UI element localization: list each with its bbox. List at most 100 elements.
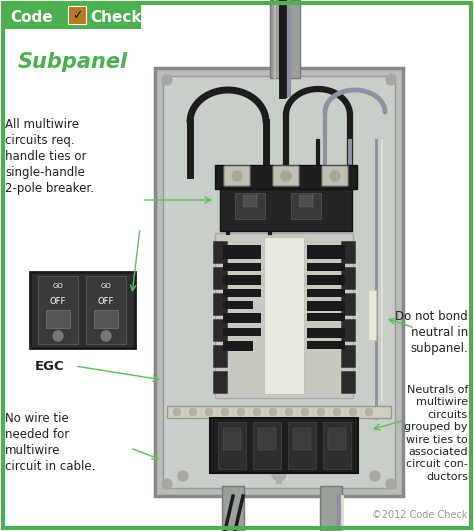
Bar	[213, 345, 227, 367]
Bar	[270, 0, 300, 78]
Bar	[213, 293, 227, 315]
Circle shape	[281, 171, 291, 181]
Circle shape	[237, 408, 245, 415]
FancyBboxPatch shape	[273, 166, 299, 186]
Bar	[223, 245, 261, 259]
Bar	[210, 418, 358, 473]
Bar	[341, 293, 355, 315]
Bar	[46, 310, 70, 328]
Bar	[213, 371, 227, 393]
Circle shape	[386, 479, 396, 489]
Circle shape	[285, 408, 292, 415]
FancyBboxPatch shape	[224, 166, 250, 186]
Bar	[223, 275, 243, 285]
Circle shape	[349, 408, 356, 415]
Bar	[223, 301, 253, 309]
Text: Neutrals of
multiwire
circuits
grouped by
wire ties to
associated
circuit con-
d: Neutrals of multiwire circuits grouped b…	[404, 385, 468, 482]
Text: Check: Check	[90, 11, 142, 25]
Bar	[94, 310, 118, 328]
FancyBboxPatch shape	[322, 166, 348, 186]
Bar	[307, 313, 345, 321]
Bar	[3, 3, 141, 29]
Bar	[167, 406, 391, 418]
Text: ©2012 Code Check: ©2012 Code Check	[373, 510, 468, 520]
Text: OFF: OFF	[50, 297, 66, 306]
Circle shape	[178, 471, 188, 481]
Bar	[341, 371, 355, 393]
Bar	[307, 328, 345, 338]
Bar	[368, 290, 376, 340]
Circle shape	[301, 408, 309, 415]
Bar	[223, 428, 241, 450]
Bar	[323, 422, 351, 469]
Bar	[341, 345, 355, 367]
Bar	[307, 301, 345, 311]
Bar	[341, 319, 355, 341]
Bar	[38, 276, 78, 344]
Text: ✓: ✓	[72, 10, 82, 22]
Bar	[243, 195, 257, 207]
Bar	[30, 272, 135, 348]
Bar	[307, 245, 345, 259]
Bar	[86, 276, 126, 344]
Circle shape	[272, 467, 286, 481]
Bar	[293, 428, 311, 450]
Bar	[213, 319, 227, 341]
Bar	[222, 486, 244, 531]
Bar	[299, 195, 313, 207]
Bar	[223, 341, 253, 351]
Bar	[341, 241, 355, 263]
Circle shape	[221, 408, 228, 415]
Text: All multiwire
circuits req.
handle ties or
single-handle
2-pole breaker.: All multiwire circuits req. handle ties …	[5, 118, 94, 195]
Circle shape	[334, 408, 340, 415]
Text: Subpanel: Subpanel	[18, 52, 128, 72]
Bar	[307, 341, 345, 349]
Bar	[223, 289, 261, 297]
Text: GO: GO	[100, 283, 111, 289]
Bar	[223, 313, 261, 323]
Text: EGC: EGC	[35, 359, 64, 373]
Bar	[235, 193, 265, 219]
Bar	[215, 165, 357, 189]
Bar	[220, 189, 352, 231]
Bar	[264, 237, 304, 394]
Circle shape	[190, 408, 197, 415]
Circle shape	[162, 75, 172, 85]
Circle shape	[206, 408, 212, 415]
Bar	[213, 267, 227, 289]
Bar	[258, 428, 276, 450]
Bar	[155, 68, 403, 496]
Bar	[288, 422, 316, 469]
Bar	[307, 263, 345, 271]
Bar	[163, 76, 395, 488]
Bar	[215, 233, 353, 398]
Text: GO: GO	[53, 283, 64, 289]
Circle shape	[318, 408, 325, 415]
Text: Code: Code	[10, 11, 53, 25]
Text: No wire tie
needed for
multiwire
circuit in cable.: No wire tie needed for multiwire circuit…	[5, 412, 95, 473]
Bar	[320, 486, 342, 531]
Bar	[328, 428, 346, 450]
Bar	[307, 275, 345, 285]
Circle shape	[386, 75, 396, 85]
Circle shape	[232, 171, 242, 181]
Circle shape	[173, 408, 181, 415]
Circle shape	[270, 408, 276, 415]
Text: OFF: OFF	[98, 297, 114, 306]
Bar	[223, 328, 261, 336]
Circle shape	[162, 479, 172, 489]
Circle shape	[53, 331, 63, 341]
Bar	[223, 263, 261, 271]
Bar	[68, 6, 86, 24]
Circle shape	[101, 331, 111, 341]
Bar	[253, 422, 281, 469]
Circle shape	[254, 408, 261, 415]
Bar	[241, 275, 261, 285]
Text: Do not bond
neutral in
subpanel.: Do not bond neutral in subpanel.	[395, 310, 468, 355]
Bar	[341, 267, 355, 289]
Bar	[307, 289, 345, 297]
Bar	[276, 474, 282, 484]
Bar	[218, 422, 246, 469]
Bar	[213, 241, 227, 263]
Circle shape	[330, 171, 340, 181]
